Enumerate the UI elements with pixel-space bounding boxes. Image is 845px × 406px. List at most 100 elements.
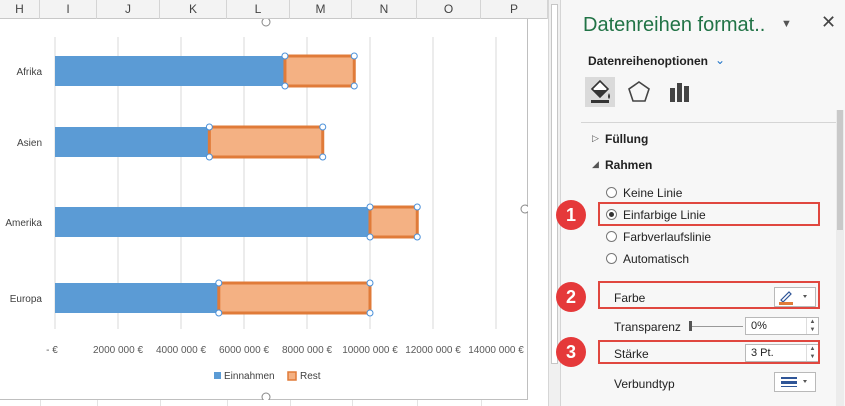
- chart-resize-handle: [261, 19, 271, 27]
- radio-no-line[interactable]: [606, 187, 617, 198]
- bar-einnahmen: [55, 207, 370, 237]
- x-tick-label: 10000 000 €: [342, 345, 398, 356]
- column-header-o[interactable]: O: [417, 0, 481, 19]
- selection-handle: [366, 203, 374, 211]
- category-label: Amerika: [5, 218, 42, 229]
- legend-swatch-einnahmen: [214, 372, 221, 379]
- collapse-triangle-icon[interactable]: ◢: [592, 159, 599, 169]
- transparency-input[interactable]: 0% ▲ ▼: [745, 317, 819, 335]
- selection-handle: [281, 82, 289, 90]
- border-section-header[interactable]: Rahmen: [605, 158, 653, 172]
- format-data-series-pane: Datenreihen format.. ▼ ✕ Datenreihenopti…: [556, 0, 845, 406]
- chevron-down-icon[interactable]: ⌄: [715, 53, 726, 67]
- x-tick-label: 6000 000 €: [219, 345, 269, 356]
- category-label: Afrika: [16, 67, 42, 78]
- column-header-l[interactable]: L: [227, 0, 290, 19]
- vertical-scrollbar[interactable]: [548, 0, 560, 406]
- x-tick-label: 4000 000 €: [156, 345, 206, 356]
- selection-handle: [215, 309, 223, 317]
- selection-handle: [350, 82, 358, 90]
- bar-rest: [368, 205, 419, 239]
- selection-handle: [413, 203, 421, 211]
- highlight-box-1: [598, 202, 820, 226]
- chart-resize-handle: [520, 204, 528, 214]
- line-width-input[interactable]: 3 Pt. ▲ ▼: [745, 344, 819, 362]
- selection-handle: [366, 279, 374, 287]
- category-label: Asien: [17, 138, 42, 149]
- selection-handle: [413, 233, 421, 241]
- bar-rest: [217, 281, 372, 315]
- line-width-value: 3 Pt.: [751, 347, 774, 359]
- effects-pentagon-icon[interactable]: [624, 77, 654, 107]
- caret-down-icon[interactable]: ▼: [781, 18, 792, 30]
- close-icon[interactable]: ✕: [821, 12, 837, 32]
- selection-handle: [319, 153, 327, 161]
- selection-handle: [319, 123, 327, 131]
- legend-label-einnahmen: Einnahmen: [224, 371, 275, 382]
- compound-type-dropdown[interactable]: [774, 372, 816, 392]
- category-label: Europa: [10, 294, 43, 305]
- series-options-dropdown[interactable]: Datenreihenoptionen: [588, 54, 709, 68]
- bar-einnahmen: [55, 283, 219, 313]
- column-header-k[interactable]: K: [160, 0, 227, 19]
- radio-gradient-line[interactable]: [606, 231, 617, 242]
- column-header-j[interactable]: J: [97, 0, 160, 19]
- column-header-row: H I J K L M N O P: [0, 0, 548, 19]
- transparency-value: 0%: [751, 320, 767, 332]
- selection-handle: [366, 309, 374, 317]
- fill-line-icon[interactable]: [585, 77, 615, 107]
- legend-swatch-rest: [287, 371, 297, 381]
- x-tick-label: 2000 000 €: [93, 345, 143, 356]
- column-header-i[interactable]: I: [40, 0, 97, 19]
- transparency-slider-thumb[interactable]: [689, 321, 692, 331]
- radio-solid-line[interactable]: [606, 209, 617, 220]
- selection-handle: [366, 233, 374, 241]
- compound-type-label: Verbundtyp: [614, 377, 675, 391]
- chart-area[interactable]: - € 2000 000 € 4000 000 € 6000 000 € 8000 00…: [0, 19, 528, 400]
- bar-rest: [207, 125, 325, 159]
- radio-label-gradient-line[interactable]: Farbverlaufslinie: [623, 230, 712, 244]
- fill-section-header[interactable]: Füllung: [605, 132, 649, 146]
- pane-scrollbar[interactable]: [836, 110, 844, 406]
- expand-triangle-icon[interactable]: ▷: [592, 133, 599, 143]
- highlight-box-3: [598, 340, 820, 364]
- spin-arrows[interactable]: ▲ ▼: [806, 345, 818, 361]
- spreadsheet-area: H I J K L M N O P - € 2000 000 € 4000 000 …: [0, 0, 548, 406]
- legend-label-rest: Rest: [300, 371, 321, 382]
- column-header-p[interactable]: P: [481, 0, 548, 19]
- line-color-picker[interactable]: [774, 287, 816, 307]
- x-tick-label: - €: [46, 345, 58, 356]
- selection-handle: [205, 153, 213, 161]
- pane-scrollbar-thumb[interactable]: [837, 110, 843, 230]
- bar-einnahmen: [55, 127, 210, 157]
- step-badge-1: 1: [556, 200, 586, 230]
- scrollbar-thumb[interactable]: [551, 4, 558, 364]
- selection-handle: [205, 123, 213, 131]
- series-options-bar-icon[interactable]: [664, 77, 694, 107]
- radio-label-automatic[interactable]: Automatisch: [623, 252, 690, 266]
- spin-arrows[interactable]: ▲ ▼: [806, 318, 818, 334]
- width-label: Stärke: [614, 347, 649, 361]
- color-label: Farbe: [614, 291, 646, 305]
- x-tick-label: 8000 000 €: [282, 345, 332, 356]
- column-header-h[interactable]: H: [0, 0, 40, 19]
- radio-label-solid-line[interactable]: Einfarbige Linie: [623, 208, 706, 222]
- bar-rest: [283, 54, 356, 88]
- divider: [581, 122, 837, 123]
- chart-resize-handle: [261, 392, 271, 400]
- bar-chart[interactable]: - € 2000 000 € 4000 000 € 6000 000 € 8000 00…: [0, 19, 528, 400]
- x-tick-label: 12000 000 €: [405, 345, 461, 356]
- column-header-m[interactable]: M: [290, 0, 352, 19]
- x-tick-label: 14000 000 €: [468, 345, 524, 356]
- step-badge-2: 2: [556, 282, 586, 312]
- selection-handle: [350, 52, 358, 60]
- step-badge-3: 3: [556, 337, 586, 367]
- selection-handle: [215, 279, 223, 287]
- highlight-box-2: [598, 281, 820, 309]
- transparency-label: Transparenz: [614, 320, 681, 334]
- transparency-slider-track[interactable]: [691, 326, 743, 327]
- column-header-n[interactable]: N: [352, 0, 417, 19]
- radio-automatic[interactable]: [606, 253, 617, 264]
- radio-label-no-line[interactable]: Keine Linie: [623, 186, 683, 200]
- pane-title: Datenreihen format..: [583, 14, 766, 36]
